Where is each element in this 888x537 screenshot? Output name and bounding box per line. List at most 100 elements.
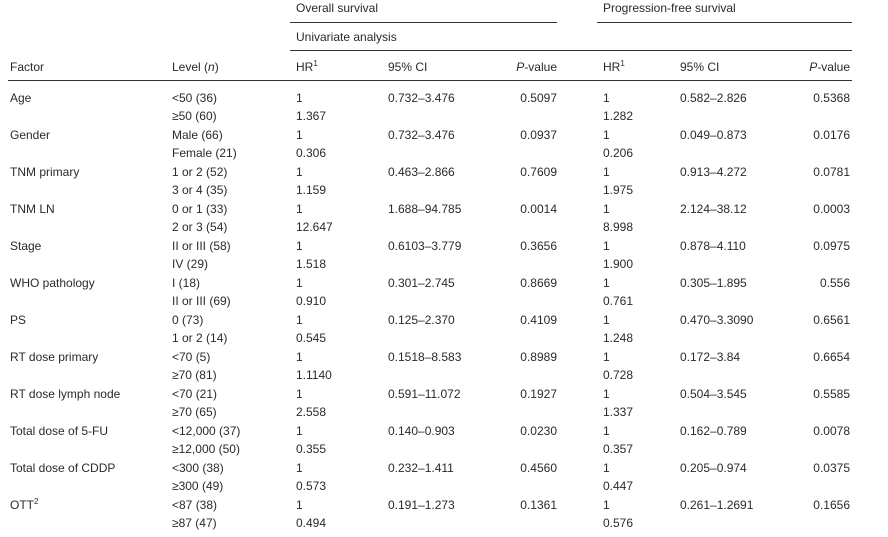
hazard-ratio: 2.558 (296, 405, 327, 419)
confidence-interval: 0.582–2.826 (680, 91, 747, 105)
hazard-ratio: 0.910 (296, 294, 327, 308)
p-value: 0.6654 (813, 350, 850, 364)
confidence-interval: 0.591–11.072 (388, 387, 461, 401)
hazard-ratio: 1 (603, 461, 610, 475)
text: Level ( (172, 60, 209, 74)
column-header: 95% CI (388, 60, 428, 74)
level: II or III (58) (172, 239, 231, 253)
confidence-interval: 0.913–4.272 (680, 165, 747, 179)
confidence-interval: 0.301–2.745 (388, 276, 455, 290)
p-value: 0.5097 (520, 91, 557, 105)
text: Stage (10, 239, 42, 253)
confidence-interval: 0.463–2.866 (388, 165, 455, 179)
text: P (516, 60, 525, 74)
confidence-interval: 2.124–38.12 (680, 202, 747, 216)
factor: TNM LN (10, 202, 55, 216)
column-header: P-value (437, 60, 557, 74)
hazard-ratio: 1 (296, 128, 303, 142)
level: <300 (38) (172, 461, 224, 475)
text: Gender (10, 128, 51, 142)
p-value: 0.0078 (813, 424, 850, 438)
confidence-interval: 0.162–0.789 (680, 424, 747, 438)
confidence-interval: 0.191–1.273 (388, 498, 455, 512)
hazard-ratio: 1 (603, 239, 610, 253)
factor: Total dose of 5-FU (10, 424, 108, 438)
column-header: Factor (10, 60, 45, 74)
hazard-ratio: 1 (296, 276, 303, 290)
hazard-ratio: 1 (296, 498, 303, 512)
hazard-ratio: 1 (603, 424, 610, 438)
factor: OTT2 (10, 498, 38, 513)
text: -value (524, 60, 557, 74)
confidence-interval: 0.232–1.411 (388, 461, 454, 475)
text: WHO pathology (10, 276, 95, 290)
hazard-ratio: 0.573 (296, 479, 327, 493)
p-value: 0.0375 (813, 461, 850, 475)
p-value: 0.4109 (520, 313, 557, 327)
hazard-ratio: 1.282 (603, 109, 634, 123)
level: 1 or 2 (52) (172, 165, 228, 179)
factor: Gender (10, 128, 50, 142)
text: OTT (10, 498, 34, 512)
text: ) (214, 60, 219, 74)
hazard-ratio: 1 (296, 350, 303, 364)
p-value: 0.5368 (813, 91, 850, 105)
level: ≥87 (47) (172, 516, 217, 530)
hazard-ratio: 0.494 (296, 516, 327, 530)
confidence-interval: 0.6103–3.779 (388, 239, 462, 253)
confidence-interval: 0.205–0.974 (680, 461, 747, 475)
confidence-interval: 0.261–1.2691 (680, 498, 754, 512)
confidence-interval: 0.732–3.476 (388, 91, 455, 105)
hazard-ratio: 0.545 (296, 331, 327, 345)
factor: RT dose lymph node (10, 387, 120, 401)
p-value: 0.556 (819, 276, 850, 290)
rule (290, 22, 557, 23)
column-header: Level (n) (172, 60, 219, 74)
factor: Age (10, 91, 31, 105)
level: 0 or 1 (33) (172, 202, 228, 216)
hazard-ratio: 1.248 (603, 331, 634, 345)
confidence-interval: 1.688–94.785 (388, 202, 462, 216)
p-value: 0.1656 (813, 498, 850, 512)
p-value: 0.0230 (520, 424, 557, 438)
superscript: 1 (313, 59, 318, 68)
level: ≥70 (65) (172, 405, 217, 419)
p-value: 0.8669 (520, 276, 557, 290)
level: <50 (36) (172, 91, 218, 105)
column-header: P-value (730, 60, 850, 74)
hazard-ratio: 1 (296, 239, 303, 253)
column-header: HR1 (296, 59, 318, 75)
factor: Stage (10, 239, 41, 253)
level: ≥70 (81) (172, 368, 217, 382)
factor: TNM primary (10, 165, 79, 179)
text: Age (10, 91, 32, 105)
hazard-ratio: 0.357 (603, 442, 634, 456)
factor: Total dose of CDDP (10, 461, 115, 475)
hazard-ratio: 8.998 (603, 220, 634, 234)
hazard-ratio: 1.367 (296, 109, 327, 123)
confidence-interval: 0.878–4.110 (680, 239, 746, 253)
level: 0 (73) (172, 313, 204, 327)
hazard-ratio: 1 (603, 350, 610, 364)
text: TNM primary (10, 165, 80, 179)
group-header: Overall survival (296, 1, 379, 15)
level: 2 or 3 (54) (172, 220, 228, 234)
p-value: 0.0781 (813, 165, 850, 179)
confidence-interval: 0.504–3.545 (680, 387, 747, 401)
hazard-ratio: 1 (296, 424, 303, 438)
hazard-ratio: 12.647 (296, 220, 333, 234)
hazard-ratio: 0.306 (296, 146, 327, 160)
p-value: 0.0975 (813, 239, 850, 253)
confidence-interval: 0.125–2.370 (388, 313, 455, 327)
analysis-header: Univariate analysis (296, 30, 397, 44)
level: I (18) (172, 276, 201, 290)
factor: RT dose primary (10, 350, 98, 364)
column-header: 95% CI (680, 60, 720, 74)
hazard-ratio: 1 (296, 165, 303, 179)
level: <87 (38) (172, 498, 218, 512)
hazard-ratio: 1 (603, 91, 610, 105)
hazard-ratio: 1 (603, 128, 610, 142)
hazard-ratio: 0.761 (603, 294, 634, 308)
level: II or III (69) (172, 294, 231, 308)
confidence-interval: 0.140–0.903 (388, 424, 455, 438)
